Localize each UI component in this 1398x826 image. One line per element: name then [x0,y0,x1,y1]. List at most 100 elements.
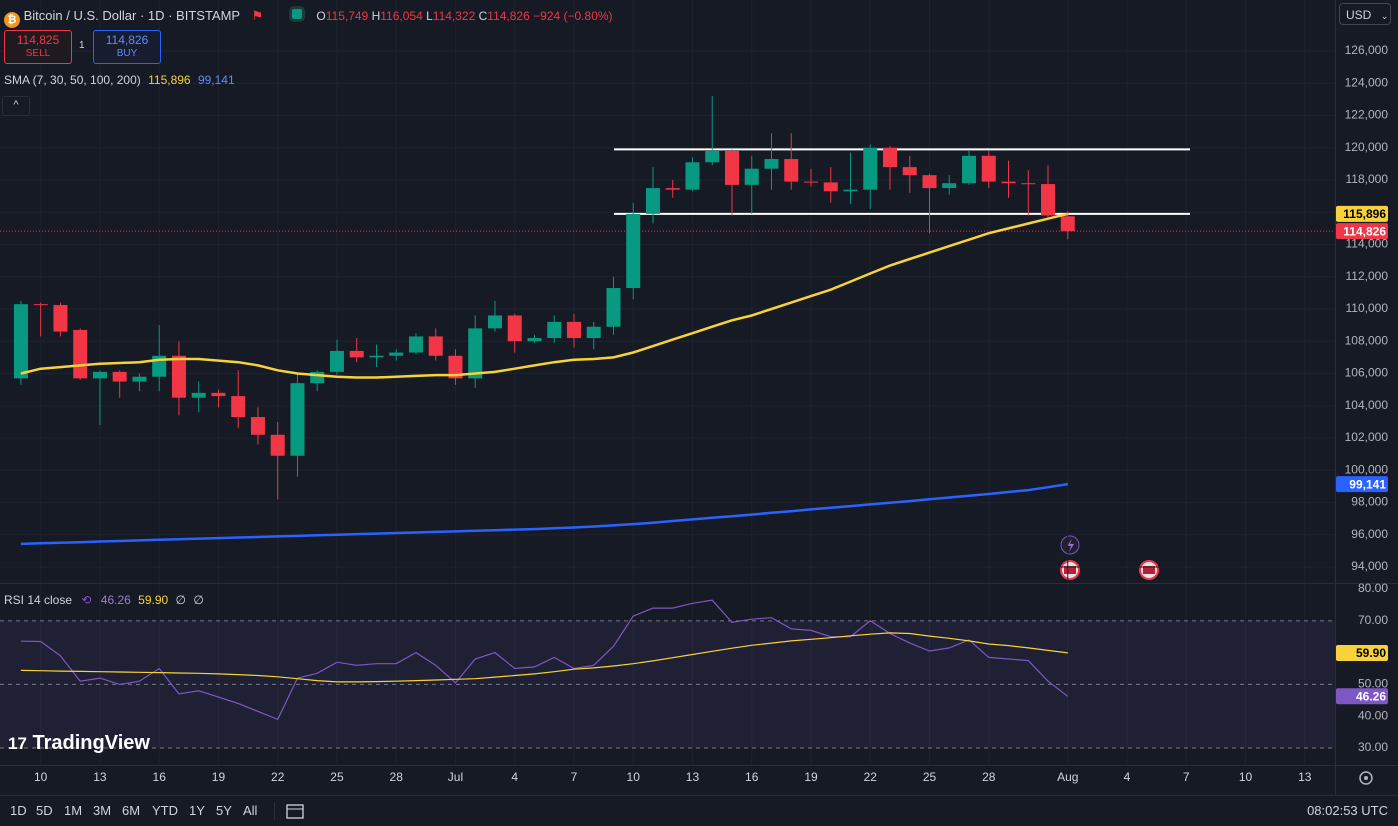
candle-body [665,188,680,190]
clock: 08:02:53 UTC [1307,803,1388,818]
candle-body [13,304,28,379]
change: −924 (−0.80%) [533,9,613,23]
x-tick-label: 19 [212,770,226,784]
flag-icon[interactable]: ⚑ [251,8,264,23]
x-tick-label: Jul [448,770,463,784]
range-button[interactable]: 5D [36,803,53,818]
x-tick-label: 13 [686,770,700,784]
lightning [1067,539,1074,552]
sell-button[interactable]: 114,825 SELL [4,30,72,64]
x-tick-label: Aug [1057,770,1078,784]
candle-body [922,175,937,189]
y-tick-label: 120,000 [1345,140,1389,154]
y-tick-label: 122,000 [1345,108,1389,122]
candle-body [487,315,502,329]
range-button[interactable]: 6M [122,803,141,818]
price-badge [1336,223,1388,240]
candle-body [310,371,325,384]
candle-body [270,434,285,456]
y-tick-label: 98,000 [1351,495,1388,509]
price-badge [1336,205,1388,222]
x-tick-label: 16 [745,770,759,784]
candle-body [33,304,48,306]
price-badge-label: 115,896 [1343,207,1386,221]
x-tick-label: 13 [1298,770,1312,784]
candle-body [112,371,127,382]
x-tick-label: 10 [627,770,641,784]
y-tick-label: 70.00 [1358,613,1388,627]
x-tick-label: 16 [153,770,167,784]
range-button[interactable]: 1M [64,803,83,818]
candle-body [389,352,404,356]
candle-body [171,355,186,398]
candle-body [329,350,344,372]
candle-body [231,396,246,418]
y-tick-label: 118,000 [1346,172,1389,186]
rsi-value: 46.26 [100,593,131,607]
x-tick-label: 19 [804,770,818,784]
indicator-value: 115,896 [148,73,191,87]
ohlc-label: C [478,9,488,23]
candle-body [349,350,364,358]
x-tick-label: 25 [330,770,344,784]
btc-icon: ₿ [4,12,20,28]
x-tick-label: 13 [93,770,107,784]
candle-body [191,392,206,398]
range-button[interactable]: 1D [10,803,27,818]
x-tick-label: 7 [571,770,578,784]
x-tick-label: 28 [982,770,996,784]
settings-icon[interactable] [1359,771,1373,785]
grid [0,0,1335,765]
ohlc-value: 116,054 [380,9,423,23]
indicator-row: SMA (7, 30, 50, 100, 200) 115,896 99,141 [4,72,235,88]
candle-body [883,147,897,168]
candle-body [606,288,621,327]
candle-body [448,355,463,379]
range-button[interactable]: YTD [152,803,178,818]
candle-body [1021,183,1036,185]
line [20,212,1069,379]
candle-body [764,159,779,169]
price-badge-label: 59.90 [1356,646,1386,660]
candle-body [784,159,799,182]
candle-body [823,182,838,192]
y-tick-label: 30.00 [1358,740,1388,754]
price-badge-label: 46.26 [1356,689,1386,703]
candle-body [132,376,147,382]
candle-body [507,315,522,342]
y-tick-label: 50.00 [1358,677,1388,691]
price-badge-label: 99,141 [1349,477,1386,491]
range-button[interactable]: 1Y [189,803,205,818]
range-button[interactable]: 5Y [216,803,232,818]
candle-body [645,188,660,214]
buy-button[interactable]: 114,826 BUY [93,30,161,64]
candle-body [211,392,226,397]
y-tick-label: 110,000 [1346,301,1389,315]
y-tick-label: 112,000 [1346,269,1389,283]
candle-body [92,371,107,379]
candle-body [744,168,759,185]
ohlc-label: H [371,9,381,23]
candle-body [724,150,739,185]
range-button[interactable]: All [243,803,258,818]
candle-body [942,183,957,189]
collapse-button[interactable]: ^ [2,96,30,116]
x-tick-label: 22 [271,770,285,784]
rsi-extra: ∅ [193,593,204,607]
y-tick-label: 114,000 [1346,237,1389,251]
x-tick-label: 25 [923,770,937,784]
quantity: 1 [79,40,85,51]
x-tick-label: 10 [34,770,48,784]
sell-price: 114,825 [16,33,60,47]
y-tick-label: 126,000 [1345,43,1389,57]
flag [1064,566,1076,574]
x-tick-label: 4 [511,770,518,784]
rsi-extra: ∅ [175,593,186,607]
indicator-name: SMA (7, 30, 50, 100, 200) [4,73,141,87]
currency-select[interactable]: USD ⌄ [1339,3,1391,25]
logo: 17 TradingView [8,732,150,754]
calendar-icon[interactable] [286,804,304,819]
logo-text: TradingView [32,732,150,754]
range-button[interactable]: 3M [93,803,112,818]
